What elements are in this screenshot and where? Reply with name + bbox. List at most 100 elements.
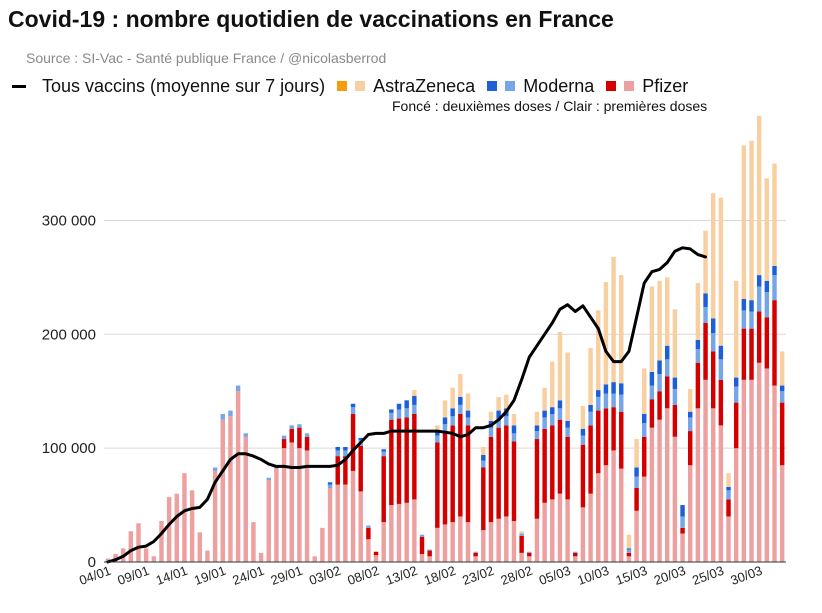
bar-moderna-second: [358, 437, 363, 441]
bar-pfizer-second: [710, 351, 716, 409]
bar-pfizer-first: [504, 516, 509, 562]
bar-moderna-first: [527, 551, 532, 553]
bar-moderna-second: [381, 449, 386, 452]
bar-pfizer-second: [764, 317, 770, 369]
bar-pfizer-first: [366, 539, 371, 562]
bar-moderna-first: [465, 417, 471, 426]
bar-moderna-second: [465, 410, 471, 418]
bar-moderna-second: [672, 377, 678, 389]
bar-pfizer-first: [205, 550, 210, 562]
bar-pfizer-second: [565, 436, 570, 500]
bar-pfizer-first: [634, 510, 639, 562]
bar-pfizer-first: [764, 368, 770, 562]
x-tick-label: 04/01: [77, 563, 113, 588]
bar-pfizer-second: [695, 362, 701, 409]
bar-pfizer-second: [427, 550, 432, 557]
bar-pfizer-first: [381, 522, 386, 562]
chart-title: Covid-19 : nombre quotidien de vaccinati…: [8, 6, 614, 32]
bar-pfizer-second: [419, 536, 425, 555]
bar-pfizer-second: [534, 439, 540, 519]
bar-pfizer-first: [350, 470, 356, 562]
bar-pfizer-second: [481, 467, 486, 531]
bar-moderna-second: [550, 407, 555, 414]
legend-swatch-pfizer-second: [606, 81, 617, 91]
bar-pfizer-first: [151, 556, 157, 562]
bar-moderna-first: [718, 359, 724, 380]
bar-pfizer-second: [350, 414, 356, 471]
bar-moderna-first: [588, 411, 593, 426]
bar-moderna-first: [550, 414, 555, 426]
bar-astra-first: [772, 163, 777, 266]
bar-astra-first: [580, 406, 586, 429]
average-line: [106, 246, 707, 564]
bar-astra-first: [496, 396, 501, 411]
bar-pfizer-first: [534, 518, 540, 562]
bar-pfizer-first: [542, 502, 547, 562]
bar-pfizer-second: [557, 419, 563, 494]
bar-pfizer-second: [603, 408, 609, 466]
bar-pfizer-first: [588, 493, 593, 562]
legend-swatch-astra-first: [355, 81, 366, 91]
bar-pfizer-first: [741, 379, 747, 562]
bar-pfizer-first: [442, 524, 448, 562]
bar-pfizer-first: [772, 385, 777, 562]
bar-astra-first: [534, 411, 540, 426]
chart-subtitle: Source : SI-Vac - Santé publique France …: [26, 50, 387, 66]
bar-pfizer-first: [511, 521, 517, 562]
bar-pfizer-first: [665, 408, 670, 562]
bar-astra-first: [642, 368, 647, 414]
bar-pfizer-first: [603, 465, 609, 562]
bar-moderna-second: [435, 431, 440, 436]
bar-moderna-second: [756, 275, 762, 287]
bar-pfizer-first: [189, 490, 195, 562]
average-line-group: [106, 246, 707, 564]
bar-pfizer-second: [289, 428, 294, 443]
bar-pfizer-first: [450, 522, 455, 562]
legend-swatch-pfizer-first: [624, 81, 635, 91]
bar-moderna-first: [657, 374, 662, 392]
bar-moderna-second: [496, 410, 501, 419]
bar-pfizer-first: [281, 448, 287, 562]
bar-astra-first: [450, 387, 455, 409]
bar-moderna-first: [603, 393, 609, 409]
x-tick-label: 10/03: [575, 563, 611, 588]
bar-pfizer-second: [649, 399, 655, 428]
bar-astra-first: [465, 393, 471, 411]
bar-moderna-second: [619, 383, 624, 395]
bar-astra-first: [749, 140, 754, 301]
bar-astra-first: [764, 178, 770, 281]
bar-moderna-first: [649, 385, 655, 400]
bar-pfizer-second: [703, 322, 708, 380]
bar-moderna-second: [642, 414, 647, 424]
bar-pfizer-first: [496, 518, 501, 562]
bar-pfizer-second: [741, 328, 747, 380]
bar-astra-first: [619, 275, 624, 384]
bar-series: [105, 115, 785, 562]
bar-moderna-first: [634, 476, 639, 488]
bar-moderna-second: [603, 384, 609, 394]
bar-astra-first: [442, 400, 448, 418]
bar-moderna-first: [573, 551, 578, 553]
bar-astra-first: [511, 414, 517, 426]
bar-moderna-first: [680, 516, 685, 528]
bar-pfizer-first: [672, 436, 678, 562]
bar-pfizer-second: [412, 414, 417, 500]
bar-pfizer-first: [519, 552, 524, 562]
bar-pfizer-second: [381, 456, 386, 523]
bar-pfizer-first: [626, 556, 632, 562]
bar-moderna-first: [304, 433, 310, 437]
legend-swatch-moderna-first: [505, 81, 516, 91]
bar-moderna-first: [473, 551, 478, 553]
bar-pfizer-second: [626, 552, 632, 557]
bar-moderna-second: [350, 403, 356, 408]
bar-pfizer-first: [527, 556, 532, 562]
bar-moderna-second: [327, 482, 333, 485]
bar-pfizer-first: [749, 379, 754, 562]
bar-moderna-first: [450, 416, 455, 426]
bar-pfizer-second: [749, 328, 754, 380]
bar-pfizer-second: [389, 419, 394, 506]
bar-astra-first: [626, 534, 632, 549]
x-tick-label: 08/02: [345, 563, 381, 588]
bar-moderna-second: [703, 293, 708, 307]
